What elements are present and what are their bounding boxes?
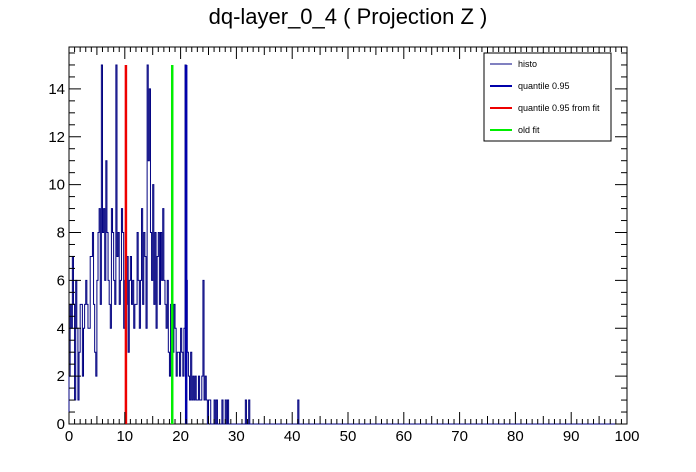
quantile-lines (124, 64, 188, 424)
y-tick-label: 14 (48, 81, 65, 98)
y-tick-label: 12 (48, 129, 65, 146)
legend-label: quantile 0.95 from fit (518, 103, 600, 113)
x-tick-label: 80 (507, 428, 524, 445)
x-tick-label: 10 (116, 428, 133, 445)
legend-label: histo (518, 59, 537, 69)
x-tick-label: 40 (284, 428, 301, 445)
x-tick-label: 60 (395, 428, 412, 445)
y-tick-label: 6 (57, 272, 65, 289)
y-tick-label: 8 (57, 225, 65, 242)
legend-label: old fit (518, 125, 540, 135)
axes: 0 10 20 30 40 50 60 70 80 90 100 0 2 4 6 8 10 12 14 (48, 47, 640, 445)
legend-label: quantile 0.95 (518, 81, 570, 91)
histogram (68, 64, 627, 425)
x-tick-label: 30 (228, 428, 245, 445)
y-tick-label: 0 (57, 416, 65, 433)
histogram-outline (68, 64, 627, 425)
x-tick-label: 100 (614, 428, 639, 445)
y-tick-label: 4 (57, 320, 65, 337)
x-tick-label: 70 (451, 428, 468, 445)
chart-title: dq-layer_0_4 ( Projection Z ) (209, 4, 488, 29)
y-tick-label: 2 (57, 368, 65, 385)
legend-box (483, 52, 612, 142)
legend: histo quantile 0.95 quantile 0.95 from fit… (483, 52, 612, 142)
x-tick-label: 0 (65, 428, 73, 445)
y-tick-label: 10 (48, 177, 65, 194)
x-tick-label: 50 (340, 428, 357, 445)
x-tick-label: 20 (172, 428, 189, 445)
x-tick-label: 90 (563, 428, 580, 445)
